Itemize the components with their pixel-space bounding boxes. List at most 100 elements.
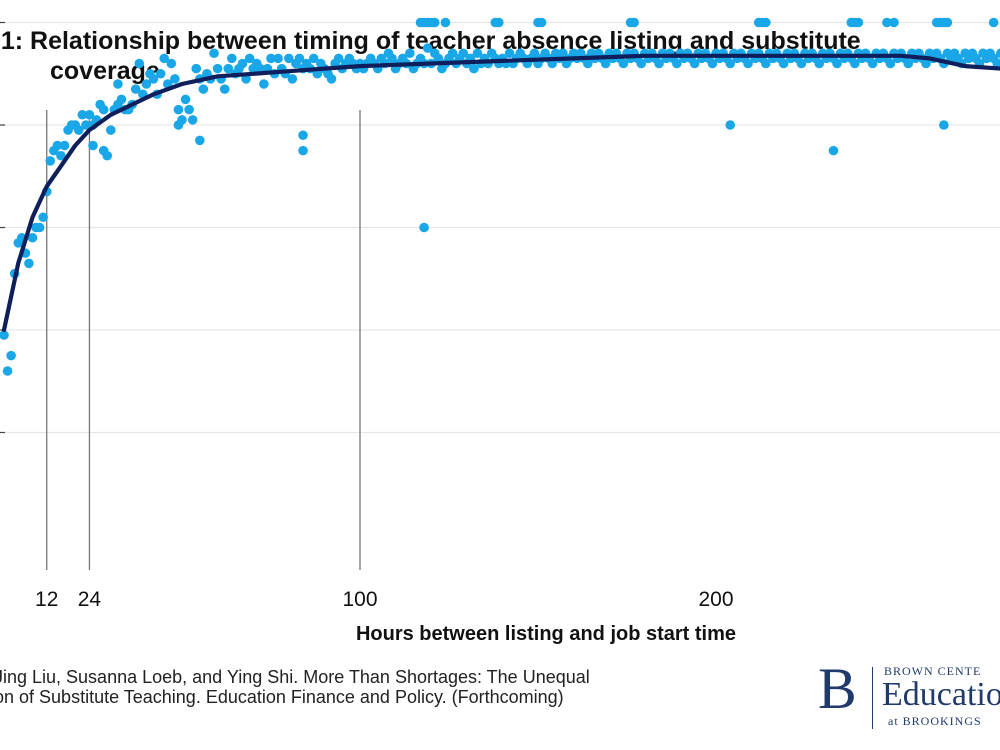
data-point-319 <box>419 222 429 233</box>
data-point-63 <box>223 63 234 74</box>
x-tick-label-200: 200 <box>698 588 733 611</box>
data-point-326 <box>98 104 109 115</box>
data-point-40 <box>141 79 152 89</box>
source-line1: Jing Liu, Susanna Loeb, and Ying Shi. Mo… <box>0 667 590 687</box>
data-point-81 <box>287 74 298 84</box>
data-point-239 <box>850 58 860 69</box>
x-axis-ticks: 12 24 100 200 <box>35 588 733 611</box>
data-point-149 <box>529 48 540 59</box>
x-axis-label: Hours between listing and job start time <box>356 623 736 645</box>
data-point-174 <box>618 58 629 69</box>
data-point-38 <box>134 58 145 69</box>
data-point-298 <box>536 17 547 28</box>
source-note: Jing Liu, Susanna Loeb, and Ying Shi. Mo… <box>0 667 754 707</box>
data-point-60 <box>212 63 223 74</box>
data-point-179 <box>636 58 647 69</box>
data-point-94 <box>333 53 344 64</box>
data-point-0 <box>0 330 9 340</box>
data-point-303 <box>761 17 771 28</box>
data-point-142 <box>504 48 515 59</box>
data-point-320 <box>725 120 736 130</box>
data-point-56 <box>198 84 209 94</box>
logo-letter: B <box>818 656 857 721</box>
data-point-306 <box>853 17 864 28</box>
data-point-325 <box>298 130 308 141</box>
data-point-73 <box>259 79 269 89</box>
data-point-23 <box>81 120 91 130</box>
data-point-24 <box>84 109 95 120</box>
logo-bottom-text: at BROOKINGS <box>888 714 982 728</box>
data-point-132 <box>469 63 479 74</box>
data-point-44 <box>155 68 166 79</box>
data-point-133 <box>472 48 483 59</box>
data-point-164 <box>583 58 593 69</box>
logo-main-text: Education <box>882 676 1000 713</box>
data-point-244 <box>867 58 878 69</box>
data-point-279 <box>992 58 1000 69</box>
x-tick-label-100: 100 <box>342 588 377 611</box>
source-line2: on of Substitute Teaching. Education Fin… <box>0 687 564 707</box>
data-point-296 <box>494 17 504 28</box>
data-point-119 <box>422 43 433 53</box>
data-point-92 <box>326 74 337 84</box>
data-point-37 <box>130 84 141 94</box>
data-point-109 <box>387 53 397 64</box>
data-point-219 <box>778 58 789 69</box>
data-point-16 <box>56 150 66 161</box>
data-point-259 <box>921 58 931 69</box>
data-point-21 <box>73 125 84 135</box>
data-point-7 <box>24 258 34 269</box>
data-point-52 <box>184 104 194 115</box>
data-point-189 <box>672 58 682 69</box>
data-point-294 <box>440 17 451 28</box>
data-point-87 <box>308 53 319 64</box>
data-point-286 <box>173 120 184 130</box>
data-point-59 <box>209 48 219 59</box>
data-point-126 <box>447 48 458 59</box>
data-point-209 <box>743 58 753 69</box>
data-point-313 <box>988 17 999 28</box>
data-point-83 <box>294 53 305 64</box>
reference-lines <box>46 110 361 570</box>
data-points <box>0 17 1000 376</box>
data-point-2 <box>6 350 16 361</box>
data-point-254 <box>903 58 914 69</box>
data-point-114 <box>405 48 415 59</box>
data-point-293 <box>429 17 440 28</box>
data-point-49 <box>173 104 184 115</box>
data-point-312 <box>942 17 953 28</box>
fit-line <box>1 53 1000 333</box>
data-point-300 <box>629 17 639 28</box>
data-point-22 <box>77 109 88 120</box>
data-point-308 <box>889 17 899 28</box>
data-point-33 <box>116 94 127 105</box>
data-point-67 <box>237 58 248 69</box>
data-point-327 <box>113 79 123 89</box>
data-point-288 <box>298 145 308 156</box>
data-point-75 <box>266 53 276 64</box>
data-point-199 <box>707 58 718 69</box>
data-point-47 <box>166 58 177 69</box>
data-point-234 <box>832 58 842 69</box>
data-point-64 <box>227 53 237 64</box>
data-point-30 <box>106 125 116 135</box>
data-point-42 <box>148 74 159 84</box>
data-point-51 <box>180 94 191 105</box>
scatter-chart: 12 24 100 200 Hours between listing and job… <box>0 17 1000 645</box>
data-point-122 <box>433 53 444 64</box>
data-point-69 <box>244 53 255 64</box>
data-point-249 <box>885 58 896 69</box>
data-point-224 <box>796 58 807 69</box>
x-tick-label-12: 12 <box>35 588 58 611</box>
data-point-204 <box>725 58 736 69</box>
data-point-48 <box>170 74 180 84</box>
data-point-13 <box>45 156 56 166</box>
data-point-229 <box>814 58 825 69</box>
data-point-129 <box>458 48 469 59</box>
x-tick-label-24: 24 <box>78 588 102 611</box>
data-point-11 <box>38 212 48 223</box>
data-point-17 <box>59 140 70 151</box>
data-point-62 <box>219 84 230 94</box>
data-point-1 <box>2 366 13 376</box>
data-point-10 <box>34 222 45 233</box>
